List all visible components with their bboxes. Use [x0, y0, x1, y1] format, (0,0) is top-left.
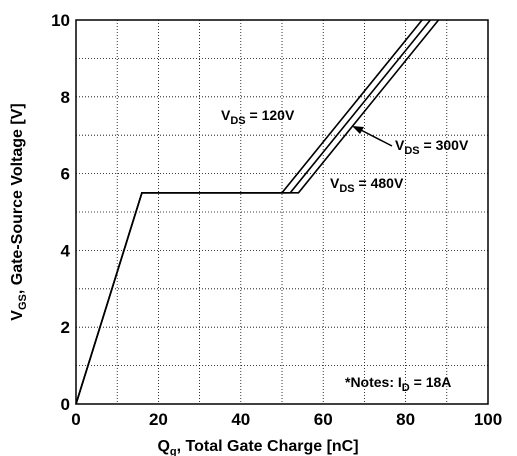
x-axis-label: Qg, Total Gate Charge [nC]: [157, 438, 358, 456]
arrow-vds-300: [356, 127, 393, 147]
annotation-vds-120: VDS = 120V: [221, 107, 295, 127]
annotation-vds-480: VDS = 480V: [330, 175, 404, 195]
grid: [76, 20, 488, 404]
arrowhead-vds-300: [352, 126, 364, 134]
y-axis-label: VGS, Gate-Source Voltage [V]: [9, 103, 29, 320]
y-tick-label: 10: [51, 11, 70, 30]
y-tick-label: 0: [61, 395, 70, 414]
plot-frame: [75, 19, 489, 405]
series-lines: [75, 19, 440, 405]
x-tick-label: 0: [71, 410, 80, 429]
y-tick-label: 8: [61, 88, 70, 107]
y-tick-label: 6: [61, 165, 70, 184]
annotation-vds-300: VDS = 300V: [395, 137, 469, 157]
x-tick-label: 20: [149, 410, 168, 429]
series-line-2: [75, 19, 440, 405]
x-tick-label: 60: [314, 410, 333, 429]
tick-labels: 0 20 40 60 80 100 0 2 4 6 8 10: [51, 11, 502, 429]
x-tick-label: 80: [396, 410, 415, 429]
x-tick-label: 40: [231, 410, 250, 429]
y-tick-label: 4: [61, 241, 71, 260]
annotation-notes: *Notes: ID = 18A: [345, 374, 451, 394]
x-tick-label: 100: [474, 410, 502, 429]
y-tick-label: 2: [61, 318, 70, 337]
